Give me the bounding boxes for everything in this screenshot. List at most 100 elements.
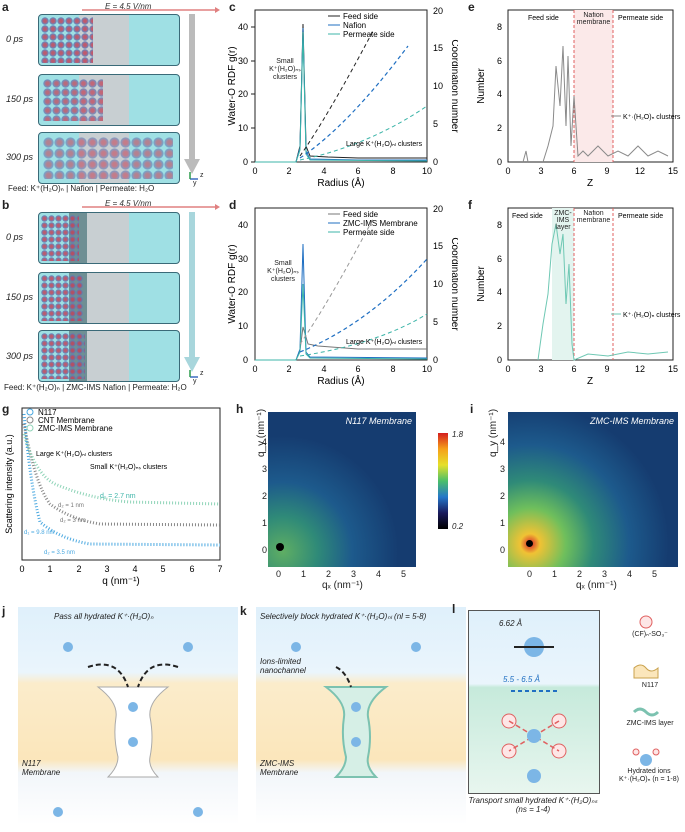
axis-z-label: z [200, 172, 204, 179]
y-tick-label: 40 [238, 220, 248, 230]
simulation-snapshot [38, 212, 180, 264]
plot-frame [507, 207, 674, 361]
x-tick-label: 0 [19, 564, 24, 574]
y-axis-label: Water-O RDF g(r) [228, 244, 238, 323]
region-label: Feed side [528, 15, 559, 22]
ion [128, 702, 138, 712]
water-icon [652, 748, 660, 756]
channel-label: Ions-limited nanochannel [260, 657, 306, 675]
time-arrow [184, 14, 200, 180]
nanochannel [96, 686, 170, 778]
x-axis-label: Radius (Å) [317, 176, 364, 189]
membrane-region [574, 10, 613, 162]
y2-axis-label: Coordination number [449, 39, 458, 133]
panel-label-b: b [2, 198, 10, 212]
rdf-chart-c: 0 10 20 30 40 0 5 10 15 20 0 2 4 6 8 10 … [228, 6, 458, 189]
x-tick-label: 4 [376, 569, 382, 579]
legend-label: ZMC-IMS Membrane [343, 219, 418, 228]
colorbar-min: 0.2 [452, 522, 464, 531]
annotation-large: Large K⁺(H₂O)ₙₗ clusters [36, 451, 113, 458]
y-axis-label: q_y (nm⁻¹) [488, 408, 499, 457]
legend-label: (CF)ₙ-SO₃⁻ [632, 631, 668, 638]
map-title: ZMC-IMS Membrane [589, 416, 674, 426]
x-tick-label: 6 [189, 564, 194, 574]
y2-tick-label: 15 [433, 241, 443, 251]
y2-tick-label: 15 [433, 43, 443, 53]
caption-a: Feed: K⁺(H₂O)ₙ | Nafion | Permeate: H₂O [8, 184, 155, 193]
y-tick-label: 0 [262, 545, 268, 555]
x-tick-label: 4 [627, 569, 633, 579]
x-tick-label: 3 [104, 564, 109, 574]
x-tick-label: 5 [160, 564, 165, 574]
y2-tick-label: 5 [433, 119, 438, 129]
panel-label-l: l [452, 602, 456, 616]
y-tick-label: 0 [497, 355, 502, 365]
time-label: 0 ps [6, 34, 24, 44]
panel-label-g: g [2, 402, 10, 416]
region-label: Permeate side [618, 213, 663, 220]
ion [527, 769, 541, 783]
x-tick-label: 0 [505, 364, 510, 374]
annotation-small: Small K⁺(H₂O)ₙₛ clusters [90, 464, 168, 471]
beamstop [276, 543, 284, 551]
caption-b: Feed: K⁺(H₂O)ₙ | ZMC-IMS Nafion | Permea… [4, 383, 187, 392]
y-tick-label: 1 [500, 518, 506, 528]
zmc-channel [323, 686, 389, 778]
y-tick-label: 2 [500, 491, 506, 501]
y2-tick-label: 0 [433, 355, 438, 365]
y-tick-label: 0 [497, 157, 502, 167]
y2-tick-label: 0 [433, 157, 438, 167]
panel-label-c: c [229, 0, 236, 14]
flow-arrow [335, 666, 352, 688]
legend-label: Feed side [343, 12, 379, 21]
x-tick-label: 1 [301, 569, 307, 579]
region-label: ZMC-IMS layer [554, 210, 572, 231]
x-tick-label: 9 [604, 364, 609, 374]
saxs-map-i: ZMC-IMS Membrane [508, 412, 678, 567]
x-tick-label: 1 [552, 569, 558, 579]
region-label: Feed side [512, 213, 543, 220]
axis-z-label: z [200, 370, 204, 377]
y2-tick-label: 10 [433, 279, 443, 289]
x-tick-label: 10 [422, 364, 432, 374]
legend-label: ZMC-IMS Membrane [38, 424, 113, 433]
x-tick-label: 12 [635, 364, 645, 374]
hydrated-ion-icon [640, 754, 652, 766]
y-tick-label: 2 [262, 491, 268, 501]
simulation-snapshot [38, 74, 180, 126]
zmc-layer-icon [632, 707, 660, 717]
ion [63, 642, 73, 652]
legend-label: N117 [38, 408, 57, 417]
panel-label-k: k [240, 604, 247, 618]
x-axis-label: Z [587, 376, 593, 387]
ion [291, 642, 301, 652]
x-tick-label: 5 [401, 569, 407, 579]
legend-icons [632, 615, 660, 766]
legend-label: N117 [641, 682, 659, 689]
colorbar-max: 1.8 [452, 430, 464, 439]
x-tick-label: 2 [577, 569, 583, 579]
y-axis-label: Scattering intensity (a.u.) [4, 434, 14, 534]
y-tick-label: 3 [500, 464, 506, 474]
x-tick-label: 4 [321, 166, 326, 176]
y-tick-label: 20 [238, 89, 248, 99]
beamstop [526, 540, 533, 547]
rdf-chart-d: 0 10 20 30 40 0 5 10 15 20 0 2 4 6 8 10 … [228, 204, 458, 387]
x-tick-label: 8 [390, 166, 395, 176]
schematic-j: Pass all hydrated K⁺·(H₂O)ₙ N117 Membran… [18, 607, 238, 825]
x-tick-label: 12 [635, 166, 645, 176]
panel-label-h: h [236, 402, 244, 416]
time-label: 150 ps [6, 292, 34, 302]
x-tick-label: 6 [355, 364, 360, 374]
panel-label-f: f [468, 198, 472, 212]
coord-line-zmc [299, 258, 428, 353]
time-label: 150 ps [6, 94, 34, 104]
series-line-permeate [255, 283, 428, 361]
sulfonate-icon [639, 615, 653, 629]
axis-y-label: y [193, 378, 197, 385]
plot-frame [21, 407, 221, 561]
y-tick-label: 0 [500, 545, 506, 555]
legend-label: Feed side [343, 210, 379, 219]
schematic-title: Pass all hydrated K⁺·(H₂O)ₙ [54, 612, 154, 621]
x-tick-label: 2 [326, 569, 332, 579]
